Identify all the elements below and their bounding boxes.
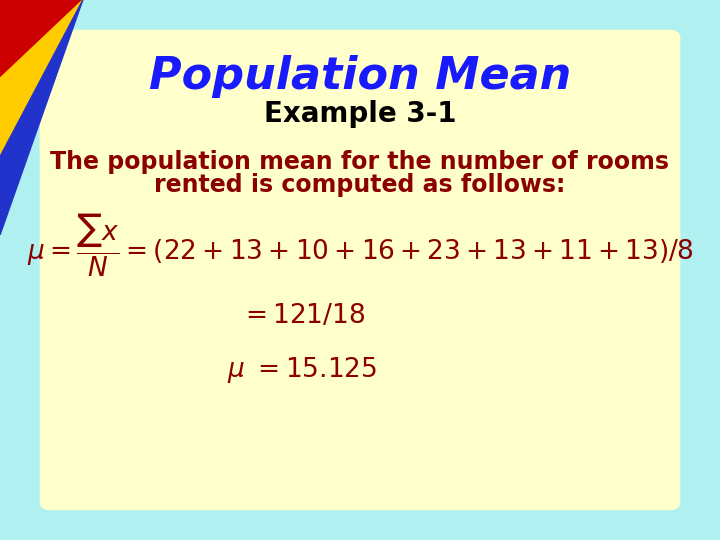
Text: Population Mean: Population Mean <box>149 55 571 98</box>
Text: $\mu = \dfrac{\sum x}{N} = (22+13+10+16+23+13+11+13)/8$: $\mu = \dfrac{\sum x}{N} = (22+13+10+16+… <box>27 212 693 279</box>
Text: $\mu \ = 15.125$: $\mu \ = 15.125$ <box>228 355 377 385</box>
FancyBboxPatch shape <box>40 30 680 510</box>
Text: $= 121/18$: $= 121/18$ <box>240 303 365 329</box>
Polygon shape <box>0 0 83 78</box>
Polygon shape <box>0 0 83 235</box>
Polygon shape <box>0 0 83 157</box>
Text: The population mean for the number of rooms: The population mean for the number of ro… <box>50 150 670 174</box>
Text: Example 3-1: Example 3-1 <box>264 100 456 129</box>
Text: rented is computed as follows:: rented is computed as follows: <box>154 173 566 197</box>
